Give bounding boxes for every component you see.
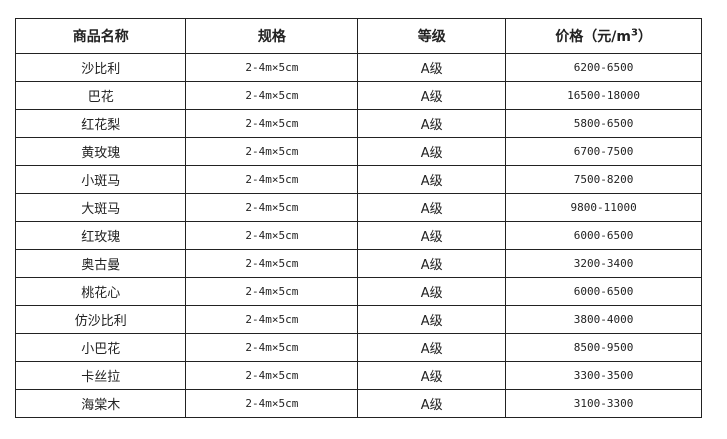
cell-grade: A级 bbox=[357, 53, 507, 82]
cell-price: 6000-6500 bbox=[505, 277, 702, 306]
cell-name: 奥古曼 bbox=[14, 249, 187, 278]
cell-name: 桃花心 bbox=[14, 277, 187, 306]
cell-grade: A级 bbox=[357, 221, 507, 250]
cell-price: 5800-6500 bbox=[505, 109, 702, 138]
cell-spec: 2-4m×5cm bbox=[185, 277, 359, 306]
table-row: 小斑马 2-4m×5cm A级 7500-8200 bbox=[14, 165, 702, 194]
header-price-sup: 3 bbox=[630, 27, 638, 39]
cell-grade: A级 bbox=[357, 249, 507, 278]
cell-spec: 2-4m×5cm bbox=[185, 109, 359, 138]
cell-price: 9800-11000 bbox=[505, 193, 702, 222]
cell-grade: A级 bbox=[357, 137, 507, 166]
table-row: 海棠木 2-4m×5cm A级 3100-3300 bbox=[14, 389, 702, 418]
cell-grade: A级 bbox=[357, 109, 507, 138]
price-table: 商品名称 规格 等级 价格（元/m3） 沙比利 2-4m×5cm A级 6200-65… bbox=[14, 18, 702, 418]
cell-grade: A级 bbox=[357, 81, 507, 110]
cell-name: 沙比利 bbox=[14, 53, 187, 82]
cell-spec: 2-4m×5cm bbox=[185, 81, 359, 110]
cell-spec: 2-4m×5cm bbox=[185, 53, 359, 82]
header-price: 价格（元/m3） bbox=[505, 18, 702, 54]
table-row: 仿沙比利 2-4m×5cm A级 3800-4000 bbox=[14, 305, 702, 334]
cell-name: 巴花 bbox=[14, 81, 187, 110]
cell-spec: 2-4m×5cm bbox=[185, 221, 359, 250]
cell-spec: 2-4m×5cm bbox=[185, 137, 359, 166]
table-row: 奥古曼 2-4m×5cm A级 3200-3400 bbox=[14, 249, 702, 278]
cell-grade: A级 bbox=[357, 361, 507, 390]
cell-name: 海棠木 bbox=[14, 389, 187, 418]
cell-spec: 2-4m×5cm bbox=[185, 305, 359, 334]
cell-name: 仿沙比利 bbox=[14, 305, 187, 334]
header-row: 商品名称 规格 等级 价格（元/m3） bbox=[14, 18, 702, 54]
cell-grade: A级 bbox=[357, 305, 507, 334]
cell-name: 红玫瑰 bbox=[14, 221, 187, 250]
table-row: 黄玫瑰 2-4m×5cm A级 6700-7500 bbox=[14, 137, 702, 166]
table-row: 红玫瑰 2-4m×5cm A级 6000-6500 bbox=[14, 221, 702, 250]
cell-price: 6200-6500 bbox=[505, 53, 702, 82]
cell-name: 红花梨 bbox=[14, 109, 187, 138]
cell-grade: A级 bbox=[357, 193, 507, 222]
cell-grade: A级 bbox=[357, 389, 507, 418]
cell-name: 黄玫瑰 bbox=[14, 137, 187, 166]
header-name: 商品名称 bbox=[14, 18, 187, 54]
cell-spec: 2-4m×5cm bbox=[185, 193, 359, 222]
header-price-text: 价格（元/m bbox=[555, 29, 631, 45]
cell-spec: 2-4m×5cm bbox=[185, 361, 359, 390]
cell-price: 16500-18000 bbox=[505, 81, 702, 110]
cell-price: 3800-4000 bbox=[505, 305, 702, 334]
table-row: 小巴花 2-4m×5cm A级 8500-9500 bbox=[14, 333, 702, 362]
cell-price: 6700-7500 bbox=[505, 137, 702, 166]
cell-name: 卡丝拉 bbox=[14, 361, 187, 390]
cell-price: 3100-3300 bbox=[505, 389, 702, 418]
cell-grade: A级 bbox=[357, 277, 507, 306]
header-grade: 等级 bbox=[357, 18, 507, 54]
table-row: 红花梨 2-4m×5cm A级 5800-6500 bbox=[14, 109, 702, 138]
cell-grade: A级 bbox=[357, 165, 507, 194]
table-row: 沙比利 2-4m×5cm A级 6200-6500 bbox=[14, 53, 702, 82]
table-row: 桃花心 2-4m×5cm A级 6000-6500 bbox=[14, 277, 702, 306]
cell-spec: 2-4m×5cm bbox=[185, 333, 359, 362]
table-row: 巴花 2-4m×5cm A级 16500-18000 bbox=[14, 81, 702, 110]
cell-price: 7500-8200 bbox=[505, 165, 702, 194]
cell-spec: 2-4m×5cm bbox=[185, 249, 359, 278]
cell-name: 小巴花 bbox=[14, 333, 187, 362]
cell-price: 3200-3400 bbox=[505, 249, 702, 278]
header-spec: 规格 bbox=[185, 18, 359, 54]
cell-grade: A级 bbox=[357, 333, 507, 362]
table-row: 卡丝拉 2-4m×5cm A级 3300-3500 bbox=[14, 361, 702, 390]
cell-spec: 2-4m×5cm bbox=[185, 389, 359, 418]
header-price-close: ） bbox=[637, 29, 652, 45]
cell-price: 8500-9500 bbox=[505, 333, 702, 362]
cell-name: 大斑马 bbox=[14, 193, 187, 222]
table-row: 大斑马 2-4m×5cm A级 9800-11000 bbox=[14, 193, 702, 222]
cell-name: 小斑马 bbox=[14, 165, 187, 194]
cell-price: 6000-6500 bbox=[505, 221, 702, 250]
cell-spec: 2-4m×5cm bbox=[185, 165, 359, 194]
cell-price: 3300-3500 bbox=[505, 361, 702, 390]
